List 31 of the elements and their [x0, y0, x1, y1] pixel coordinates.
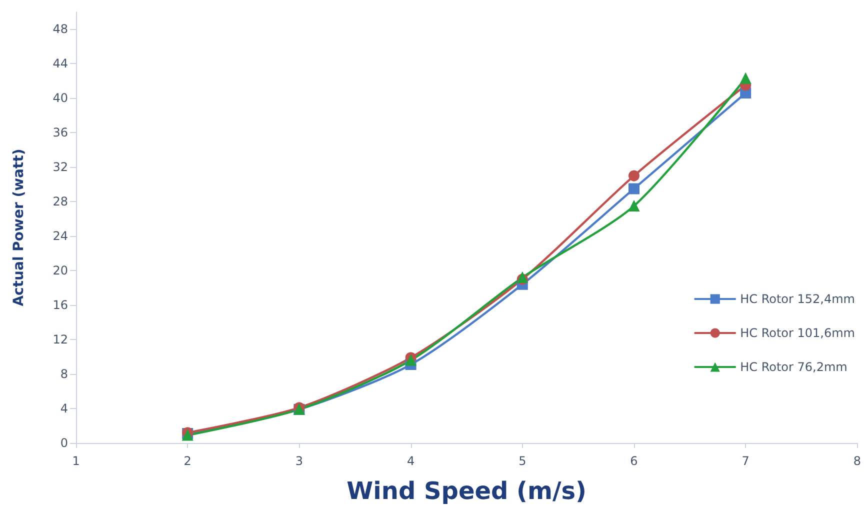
x-axis-title: Wind Speed (m/s) — [346, 477, 587, 505]
y-tick-label: 36 — [52, 126, 68, 140]
legend-label: HC Rotor 76,2mm — [740, 360, 848, 374]
y-tick-label: 24 — [52, 229, 68, 244]
x-tick-label: 1 — [72, 454, 80, 468]
y-tick-label: 28 — [52, 194, 68, 209]
point — [405, 354, 416, 366]
x-tick-label: 4 — [406, 454, 415, 468]
legend-label: HC Rotor 101,6mm — [740, 326, 856, 340]
y-tick-label: 40 — [52, 91, 68, 106]
point — [628, 200, 640, 212]
y-tick-label: 12 — [52, 332, 68, 347]
x-tick-label: 2 — [184, 454, 192, 468]
y-axis-title: Actual Power (watt) — [11, 148, 27, 306]
x-tick-label: 8 — [853, 454, 862, 468]
y-tick-label: 32 — [52, 160, 68, 174]
y-tick-label: 0 — [60, 436, 68, 450]
x-tick-label: 7 — [742, 454, 750, 468]
x-tick-label: 6 — [630, 454, 638, 468]
point — [628, 183, 640, 194]
legend-label: HC Rotor 152,4mm — [740, 292, 856, 306]
x-tick-label: 5 — [518, 454, 526, 468]
y-tick-label: 16 — [52, 298, 68, 312]
y-tick-label: 20 — [52, 264, 68, 278]
y-tick-label: 4 — [60, 402, 68, 416]
point — [740, 72, 752, 84]
y-tick-label: 8 — [60, 367, 68, 382]
x-tick-label: 3 — [295, 454, 304, 468]
point — [628, 170, 640, 182]
y-tick-label: 48 — [52, 22, 68, 36]
y-tick-label: 44 — [52, 56, 68, 71]
